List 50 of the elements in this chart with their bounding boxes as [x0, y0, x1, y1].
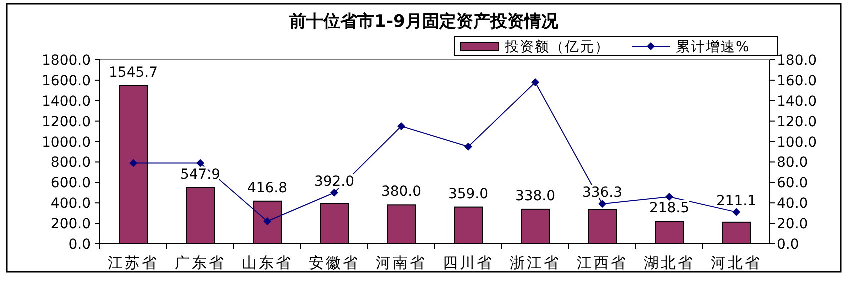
- x-tick-label: 湖北省: [644, 254, 695, 272]
- data-label: 211.1: [716, 193, 757, 210]
- y2-tick-label: 80.0: [777, 155, 808, 172]
- legend-label: 投资额（亿元）: [504, 40, 610, 56]
- y-tick-label: 200.0: [50, 216, 91, 233]
- point: [398, 122, 406, 130]
- x-tick-label: 江西省: [577, 254, 628, 272]
- y-tick-label: 1200.0: [42, 114, 91, 130]
- y-tick-label: 1400.0: [42, 94, 91, 110]
- point: [732, 208, 740, 216]
- point: [464, 142, 472, 151]
- y-tick-label: 0.0: [68, 237, 91, 253]
- x-tick-label: 江苏省: [108, 254, 159, 272]
- data-label: 338.0: [515, 188, 556, 204]
- x-tick-label: 河南省: [376, 254, 427, 272]
- point: [130, 159, 138, 168]
- point: [532, 78, 540, 86]
- y2-tick-label: 120.0: [777, 114, 818, 130]
- x-tick-label: 山东省: [242, 254, 293, 272]
- data-label: 359.0: [448, 186, 489, 202]
- y2-tick-label: 40.0: [777, 196, 808, 212]
- point: [330, 188, 338, 197]
- y-tick-label: 600.0: [50, 176, 91, 192]
- y2-tick-label: 60.0: [777, 176, 808, 192]
- x-tick-label: 广东省: [175, 254, 226, 272]
- x-tick-label: 河北省: [711, 254, 762, 272]
- point: [264, 218, 272, 226]
- y2-tick-label: 100.0: [777, 134, 818, 151]
- y-tick-label: 1000.0: [42, 134, 91, 151]
- point: [666, 192, 674, 201]
- y2-tick-label: 0.0: [777, 237, 800, 253]
- data-label: 218.5: [649, 200, 690, 217]
- y2-tick-label: 20.0: [777, 216, 808, 233]
- y-tick-label: 1800.0: [42, 53, 91, 69]
- data-label: 1545.7: [109, 64, 158, 81]
- data-label: 416.8: [247, 180, 288, 196]
- y2-tick-label: 160.0: [777, 73, 818, 90]
- point: [598, 200, 606, 208]
- y-tick-label: 400.0: [50, 196, 91, 212]
- y-tick-label: 1600.0: [42, 73, 91, 90]
- legend-label: 累计增速%: [676, 40, 750, 56]
- chart-title: 前十位省市1-9月固定资产投资情况: [288, 12, 560, 32]
- x-tick-label: 浙江省: [510, 254, 561, 272]
- x-tick-label: 安徽省: [309, 254, 360, 272]
- y-tick-label: 800.0: [50, 155, 91, 172]
- data-label: 380.0: [381, 184, 422, 200]
- y2-tick-label: 140.0: [777, 94, 818, 110]
- y2-tick-label: 180.0: [777, 53, 818, 69]
- point: [196, 159, 204, 168]
- x-tick-label: 四川省: [443, 254, 494, 272]
